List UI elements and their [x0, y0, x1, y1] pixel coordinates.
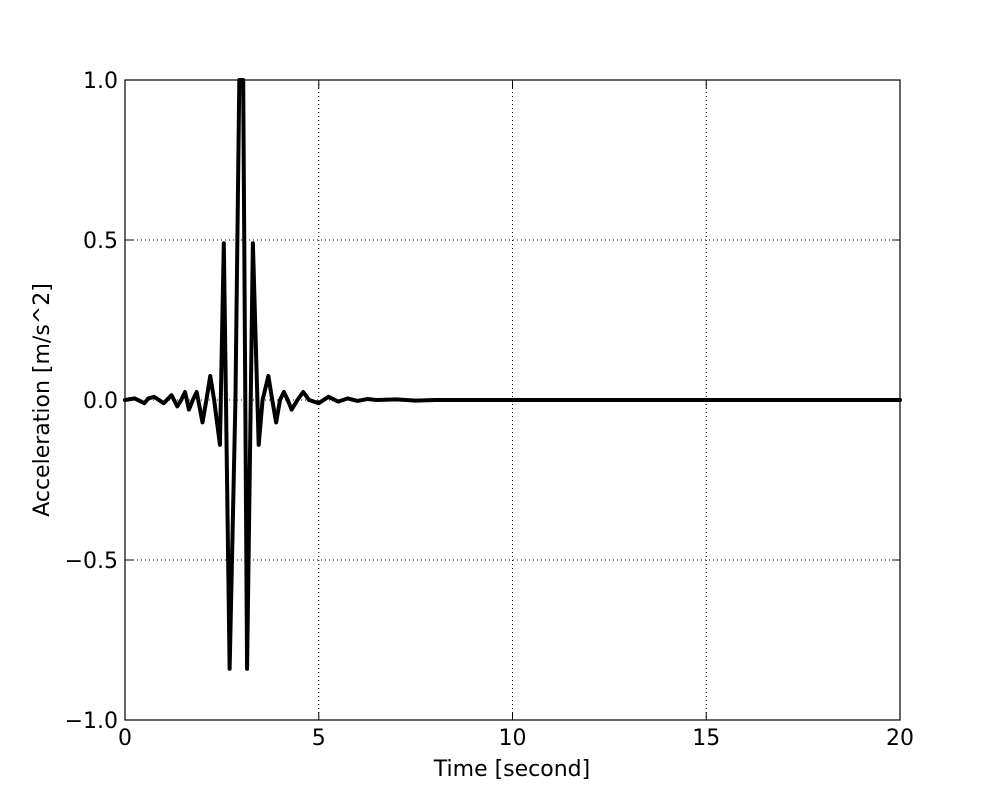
y-tick-label: −1.0 [65, 709, 118, 734]
acceleration-series-line [123, 78, 902, 671]
x-tick-label: 0 [118, 726, 132, 751]
x-axis-label: Time [second] [433, 757, 590, 782]
x-tick-label: 10 [499, 726, 527, 751]
series-layer [123, 78, 902, 671]
x-tick-labels: 0 5 10 15 20 [118, 726, 914, 751]
y-tick-label: 0.0 [83, 389, 118, 414]
x-tick-label: 20 [886, 726, 914, 751]
y-tick-label: 0.5 [83, 229, 118, 254]
y-axis-label: Acceleration [m/s^2] [30, 283, 55, 517]
x-tick-label: 5 [312, 726, 326, 751]
y-tick-labels: −1.0 −0.5 0.0 0.5 1.0 [65, 69, 118, 734]
tick-marks [124, 79, 901, 721]
x-tick-label: 15 [692, 726, 720, 751]
y-tick-label: 1.0 [83, 69, 118, 94]
y-tick-label: −0.5 [65, 549, 118, 574]
